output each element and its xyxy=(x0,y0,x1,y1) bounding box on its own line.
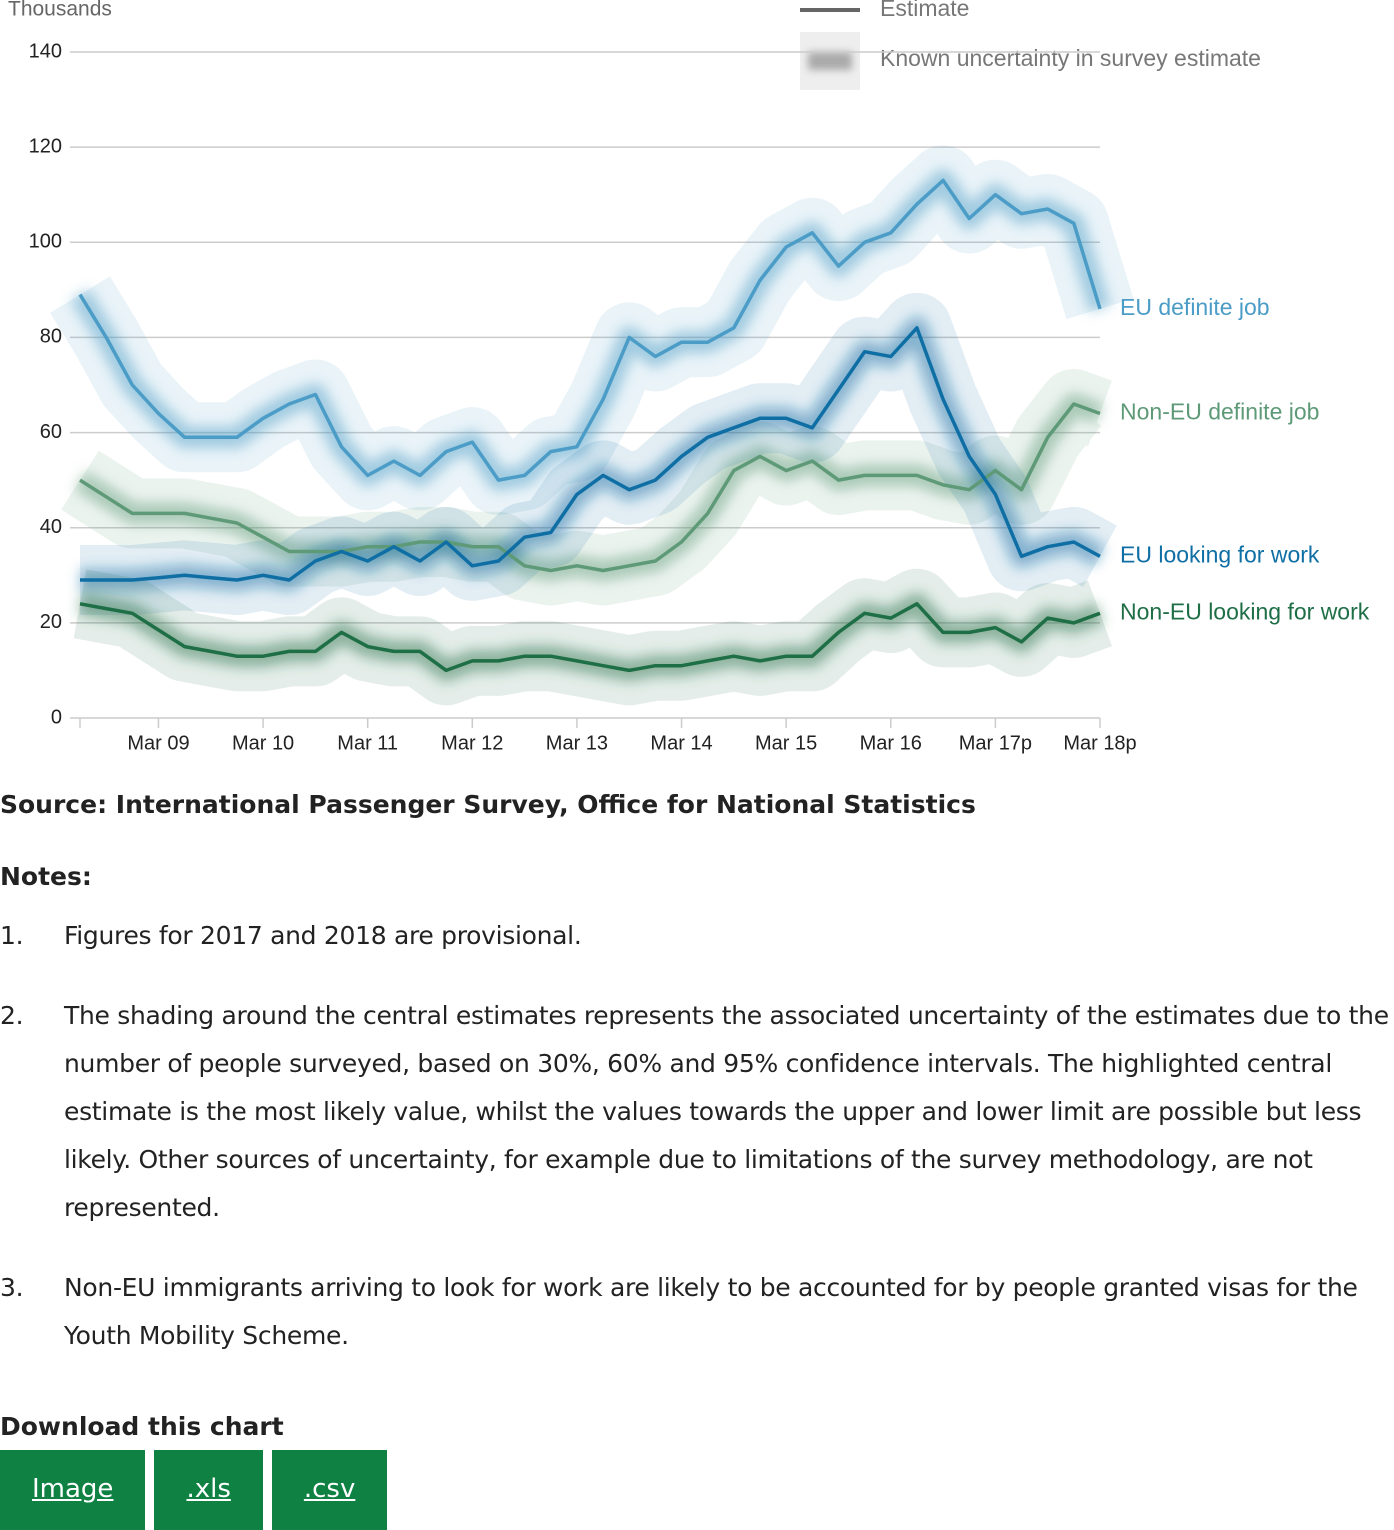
series-label: EU definite job xyxy=(1120,294,1270,320)
note: 3. Non-EU immigrants arriving to look for… xyxy=(0,1264,1390,1360)
y-tick-label: 0 xyxy=(51,706,62,728)
note-number: 3. xyxy=(0,1273,24,1302)
x-tick-label: Mar 15 xyxy=(755,732,817,754)
legend-label: Known uncertainty in survey estimate xyxy=(880,45,1261,71)
download-button[interactable]: Image xyxy=(0,1450,146,1530)
download-button[interactable]: .xls xyxy=(154,1450,263,1530)
y-axis-label: Thousands xyxy=(8,0,112,21)
x-tick-label: Mar 14 xyxy=(650,732,712,754)
y-tick-label: 60 xyxy=(40,421,62,443)
series-label: Non-EU definite job xyxy=(1120,399,1319,425)
series-line xyxy=(78,178,1102,482)
chart: Thousands Estimate Known uncertainty in … xyxy=(8,0,1370,754)
y-tick-label: 120 xyxy=(29,135,62,157)
x-tick-label: Mar 11 xyxy=(337,732,398,754)
download-button[interactable]: .csv xyxy=(271,1450,388,1530)
note: 1. Figures for 2017 and 2018 are provisio… xyxy=(0,912,1390,960)
y-tick-label: 100 xyxy=(29,231,62,253)
notes-title: Notes: xyxy=(0,862,92,891)
series-label: Non-EU looking for work xyxy=(1120,598,1370,624)
x-tick-label: Mar 16 xyxy=(860,732,922,754)
y-tick-label: 40 xyxy=(40,516,62,538)
notes-list: 1. Figures for 2017 and 2018 are provisio… xyxy=(0,912,1390,1392)
download-title: Download this chart xyxy=(0,1412,284,1441)
note-text: The shading around the central estimates… xyxy=(64,1001,1389,1222)
note-number: 1. xyxy=(0,921,24,950)
note: 2. The shading around the central estimat… xyxy=(0,992,1390,1232)
x-tick-label: Mar 12 xyxy=(441,732,503,754)
x-tick-label: Mar 18p xyxy=(1063,732,1136,754)
x-tick-label: Mar 17p xyxy=(959,732,1032,754)
legend-band-swatch-core xyxy=(808,52,852,70)
y-tick-label: 140 xyxy=(29,40,62,62)
source: Source: International Passenger Survey, … xyxy=(0,790,976,819)
download-buttons: Image .xls .csv xyxy=(0,1450,396,1530)
x-tick-label: Mar 13 xyxy=(546,732,608,754)
note-number: 2. xyxy=(0,1001,24,1030)
series-line xyxy=(79,602,1101,673)
series-line xyxy=(79,402,1101,573)
series-line xyxy=(80,326,1101,582)
y-tick-label: 80 xyxy=(40,326,62,348)
series-label: EU looking for work xyxy=(1120,541,1320,567)
legend-label: Estimate xyxy=(880,0,969,21)
x-tick-label: Mar 10 xyxy=(232,732,294,754)
note-text: Figures for 2017 and 2018 are provisiona… xyxy=(64,921,582,950)
x-tick-label: Mar 09 xyxy=(127,732,189,754)
y-tick-label: 20 xyxy=(40,611,62,633)
note-text: Non-EU immigrants arriving to look for w… xyxy=(64,1273,1358,1350)
